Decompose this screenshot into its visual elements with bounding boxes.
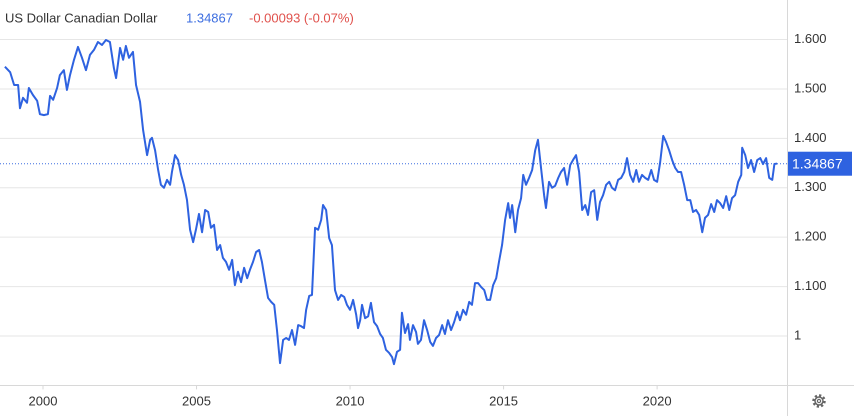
x-tick-label: 2020 — [643, 393, 672, 408]
price-line — [4, 39, 778, 366]
y-tick-label: 1.200 — [794, 229, 827, 244]
y-tick-label: 1 — [794, 327, 801, 342]
y-tick-label: 1.600 — [794, 31, 827, 46]
y-tick-label: 1.400 — [794, 130, 827, 145]
chart-header: US Dollar Canadian Dollar 1.34867 -0.000… — [5, 10, 354, 25]
chart-title: US Dollar Canadian Dollar — [5, 10, 158, 25]
y-tick-label: 1.100 — [794, 278, 827, 293]
grid — [0, 39, 787, 337]
x-tick-label: 2000 — [29, 393, 58, 408]
last-price-tag — [788, 151, 852, 176]
x-tick-label: 2005 — [182, 393, 211, 408]
x-tick-label: 2015 — [489, 393, 518, 408]
x-tick-label: 2010 — [336, 393, 365, 408]
price-change: -0.00093 (-0.07%) — [249, 10, 354, 25]
y-tick-label: 1.300 — [794, 179, 827, 194]
last-price: 1.34867 — [186, 10, 233, 25]
last-price-label: 1.34867 — [792, 155, 843, 171]
y-tick-label: 1.500 — [794, 80, 827, 95]
settings-icon[interactable] — [812, 394, 826, 408]
